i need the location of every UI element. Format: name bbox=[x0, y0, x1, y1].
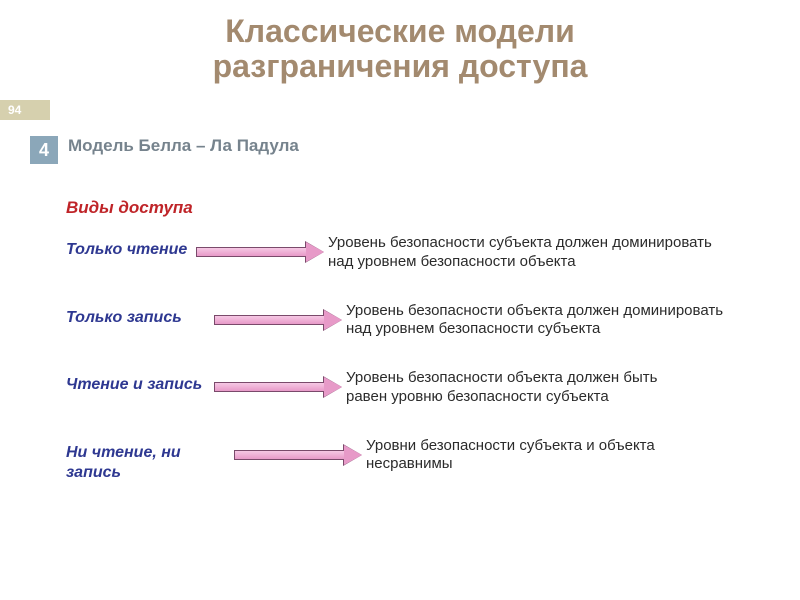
arrow-icon bbox=[214, 312, 344, 328]
chapter-number-box: 4 bbox=[30, 136, 58, 164]
title-line-2: разграничения доступа bbox=[213, 48, 588, 84]
page-number: 94 bbox=[8, 103, 21, 117]
access-type-label: Ни чтение, ни запись bbox=[66, 437, 234, 483]
access-type-row: Только чтениеУровень безопасности субъек… bbox=[66, 234, 770, 272]
access-type-label: Чтение и запись bbox=[66, 369, 234, 395]
arrow-icon bbox=[196, 244, 326, 260]
page-number-badge: 94 bbox=[0, 100, 50, 120]
slide-title: Классические модели разграничения доступ… bbox=[0, 0, 800, 92]
access-type-description: Уровень безопасности объекта должен доми… bbox=[346, 302, 746, 340]
arrow-icon bbox=[234, 447, 364, 463]
access-type-row: Ни чтение, ни запись Уровни безопасности … bbox=[66, 437, 770, 483]
access-type-row: Чтение и запись Уровень безопасности объе… bbox=[66, 369, 770, 407]
access-type-label: Только запись bbox=[66, 302, 234, 328]
access-type-list: Только чтениеУровень безопасности субъек… bbox=[66, 234, 770, 513]
access-type-description: Уровень безопасности объекта должен быть… bbox=[346, 369, 657, 407]
arrow-icon bbox=[214, 379, 344, 395]
section-title: Виды доступа bbox=[66, 198, 193, 218]
chapter-number: 4 bbox=[39, 140, 49, 161]
title-line-1: Классические модели bbox=[225, 13, 575, 49]
chapter-heading: 4 Модель Белла – Ла Падула bbox=[30, 136, 299, 164]
chapter-label: Модель Белла – Ла Падула bbox=[68, 136, 299, 156]
access-type-row: Только запись Уровень безопасности объект… bbox=[66, 302, 770, 340]
access-type-description: Уровни безопасности субъекта и объектане… bbox=[366, 437, 655, 475]
access-type-description: Уровень безопасности субъекта должен дом… bbox=[328, 234, 712, 272]
